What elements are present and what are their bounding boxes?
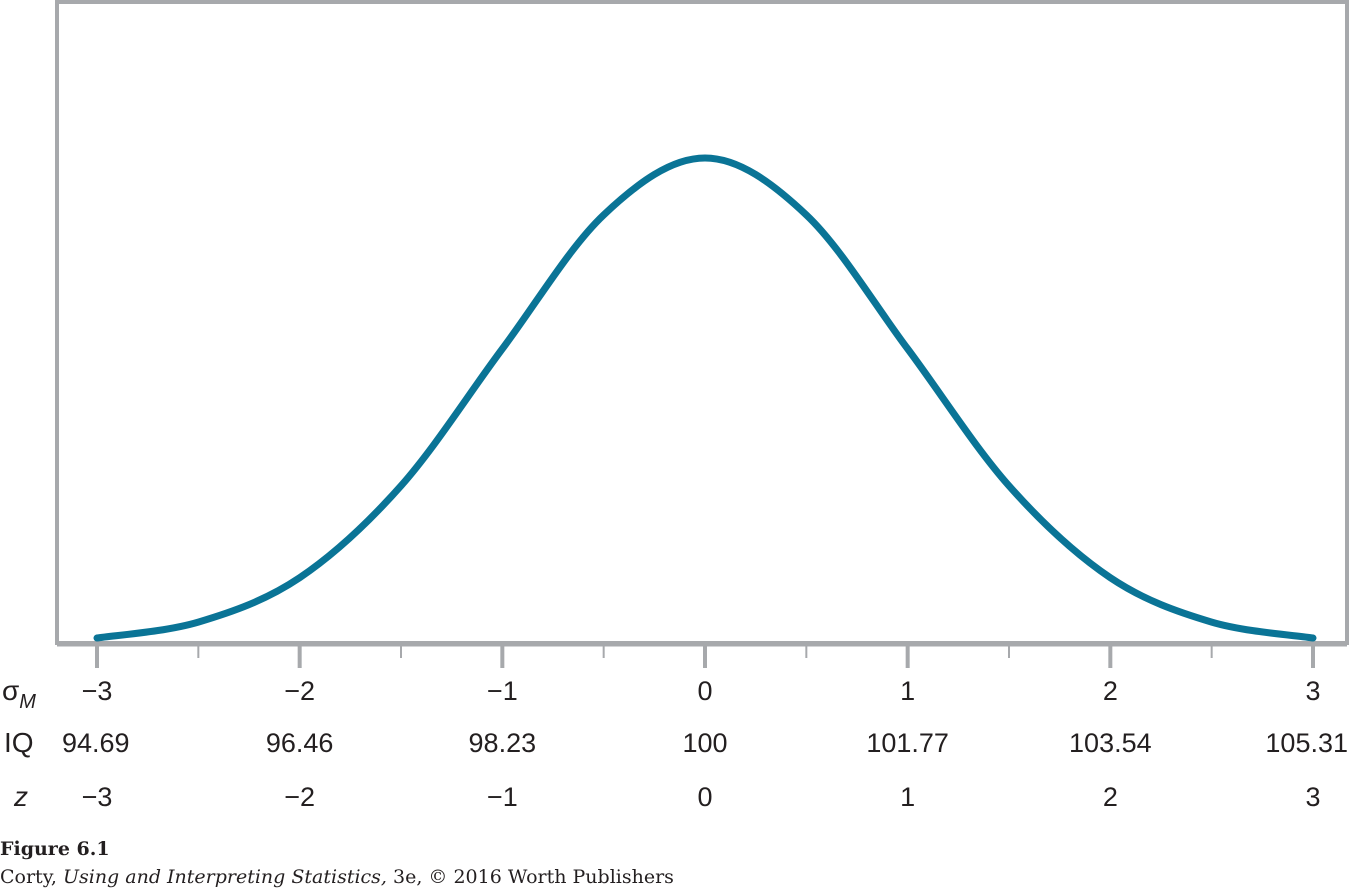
z-tick-label: −2 [284, 782, 315, 812]
iq-tick-label: 94.69 [62, 728, 130, 758]
iq-tick-label: 98.23 [469, 728, 537, 758]
sigma-m-row-label: σM [2, 675, 36, 713]
credit-author: Corty, [0, 866, 63, 888]
z-tick-label: 3 [1305, 782, 1320, 812]
z-row: z −3 −2 −1 0 1 2 3 [13, 781, 1321, 812]
x-axis-ticks [95, 645, 1315, 668]
z-tick-labels: −3 −2 −1 0 1 2 3 [82, 782, 1321, 812]
sigma-m-tick-label: 3 [1305, 676, 1320, 706]
z-tick-label: −1 [487, 782, 518, 812]
credit-rest: 3e, © 2016 Worth Publishers [386, 866, 674, 888]
iq-row-label: IQ [4, 727, 34, 758]
z-row-label: z [13, 781, 28, 812]
sigma-m-row: σM −3 −2 −1 0 1 2 3 [2, 675, 1321, 713]
normal-curve-chart: σM −3 −2 −1 0 1 2 3 IQ 94.69 96.46 98.23 100 101.7… [2, 0, 1349, 812]
sigma-m-tick-label: 2 [1103, 676, 1118, 706]
z-tick-label: 0 [697, 782, 712, 812]
z-tick-label: 2 [1103, 782, 1118, 812]
credit-book-title: Using and Interpreting Statistics, [62, 866, 387, 888]
iq-tick-label: 100 [682, 728, 727, 758]
sigma-m-tick-label: 0 [697, 676, 712, 706]
plot-frame [55, 0, 1349, 645]
z-tick-label: −3 [82, 782, 113, 812]
sigma-m-tick-label: −2 [284, 676, 315, 706]
sigma-m-tick-label: −1 [487, 676, 518, 706]
figure-credit: Corty, Using and Interpreting Statistics… [0, 866, 674, 888]
iq-tick-label: 103.54 [1069, 728, 1152, 758]
iq-tick-label: 96.46 [266, 728, 334, 758]
sigma-m-tick-label: 1 [900, 676, 915, 706]
iq-tick-label: 101.77 [866, 728, 949, 758]
iq-row: IQ 94.69 96.46 98.23 100 101.77 103.54 105.31 [4, 727, 1348, 758]
distribution-curve [93, 154, 1317, 642]
iq-tick-label: 105.31 [1265, 728, 1348, 758]
z-tick-label: 1 [900, 782, 915, 812]
figure-title: Figure 6.1 [0, 838, 110, 860]
sigma-m-tick-labels: −3 −2 −1 0 1 2 3 [82, 676, 1321, 706]
sigma-m-tick-label: −3 [82, 676, 113, 706]
iq-tick-labels: 94.69 96.46 98.23 100 101.77 103.54 105.31 [62, 728, 1348, 758]
